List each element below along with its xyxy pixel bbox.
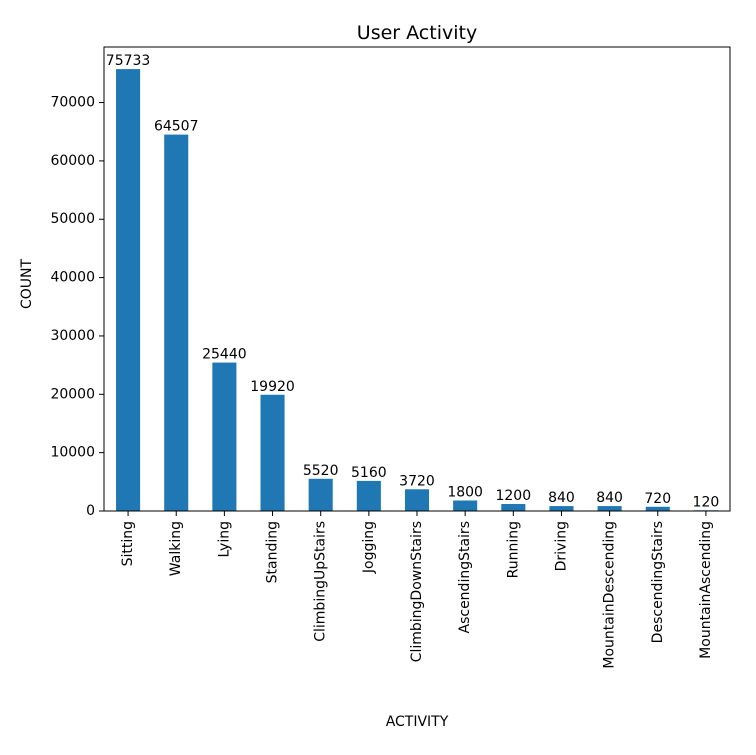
chart-title: User Activity bbox=[357, 22, 477, 44]
y-tick-label-30000: 30000 bbox=[50, 328, 95, 344]
x-tick-label-Jogging: Jogging bbox=[361, 521, 377, 574]
x-tick-label-MountainDescending: MountainDescending bbox=[602, 521, 618, 669]
y-tick-label-70000: 70000 bbox=[50, 95, 95, 111]
x-tick-label-Walking: Walking bbox=[168, 521, 184, 576]
x-tick-label-Sitting: Sitting bbox=[120, 521, 136, 566]
data-label-Walking: 64507 bbox=[154, 119, 199, 135]
y-tick-label-50000: 50000 bbox=[50, 211, 95, 227]
bar-MountainDescending bbox=[597, 506, 622, 511]
y-tick-label-0: 0 bbox=[86, 503, 95, 519]
y-tick-label-60000: 60000 bbox=[50, 153, 95, 169]
data-label-Jogging: 5160 bbox=[351, 465, 387, 481]
y-tick-label-10000: 10000 bbox=[50, 445, 95, 461]
bar-Running bbox=[501, 503, 526, 511]
x-tick-label-Standing: Standing bbox=[265, 521, 281, 583]
bar-ClimbingDownStairs bbox=[404, 489, 430, 511]
bar-Driving bbox=[549, 506, 574, 511]
data-label-DescendingStairs: 720 bbox=[644, 491, 671, 507]
bar-Walking bbox=[164, 134, 189, 511]
x-axis-label: ACTIVITY bbox=[386, 714, 449, 730]
bar-Lying bbox=[212, 362, 237, 511]
x-axis-ticks: Sitting Walking Lying Standing ClimbingUpSta… bbox=[120, 511, 714, 669]
x-tick-label-ClimbingDownStairs: ClimbingDownStairs bbox=[409, 521, 425, 662]
x-tick-label-MountainAscending: MountainAscending bbox=[698, 521, 714, 659]
data-label-Driving: 840 bbox=[548, 490, 575, 506]
data-label-Standing: 19920 bbox=[250, 379, 295, 395]
y-tick-label-40000: 40000 bbox=[50, 270, 95, 286]
bar-DescendingStairs bbox=[645, 506, 670, 511]
data-label-ClimbingDownStairs: 3720 bbox=[399, 473, 435, 489]
x-tick-label-AscendingStairs: AscendingStairs bbox=[457, 521, 473, 634]
x-tick-label-Lying: Lying bbox=[216, 521, 232, 557]
bar-AscendingStairs bbox=[453, 500, 478, 511]
data-label-AscendingStairs: 1800 bbox=[447, 484, 483, 500]
y-axis-label: COUNT bbox=[19, 259, 35, 310]
x-tick-label-Running: Running bbox=[505, 521, 521, 578]
plot-frame bbox=[103, 46, 731, 512]
y-axis-ticks: 0 10000 20000 30000 40000 50000 60000 70000 bbox=[50, 95, 104, 519]
data-label-MountainDescending: 840 bbox=[596, 490, 623, 506]
data-label-Sitting: 75733 bbox=[106, 53, 151, 69]
bar-ClimbingUpStairs bbox=[308, 478, 333, 511]
x-tick-label-DescendingStairs: DescendingStairs bbox=[650, 521, 666, 643]
data-label-Running: 1200 bbox=[495, 488, 531, 504]
bar-Sitting bbox=[116, 69, 141, 512]
y-tick-label-20000: 20000 bbox=[50, 386, 95, 402]
x-tick-label-Driving: Driving bbox=[553, 521, 569, 571]
data-label-ClimbingUpStairs: 5520 bbox=[303, 463, 339, 479]
bars-group bbox=[116, 69, 718, 512]
bar-Standing bbox=[260, 394, 285, 511]
data-label-MountainAscending: 120 bbox=[693, 494, 720, 510]
x-tick-label-ClimbingUpStairs: ClimbingUpStairs bbox=[313, 521, 329, 642]
data-label-Lying: 25440 bbox=[202, 347, 247, 363]
bar-Jogging bbox=[356, 480, 381, 511]
